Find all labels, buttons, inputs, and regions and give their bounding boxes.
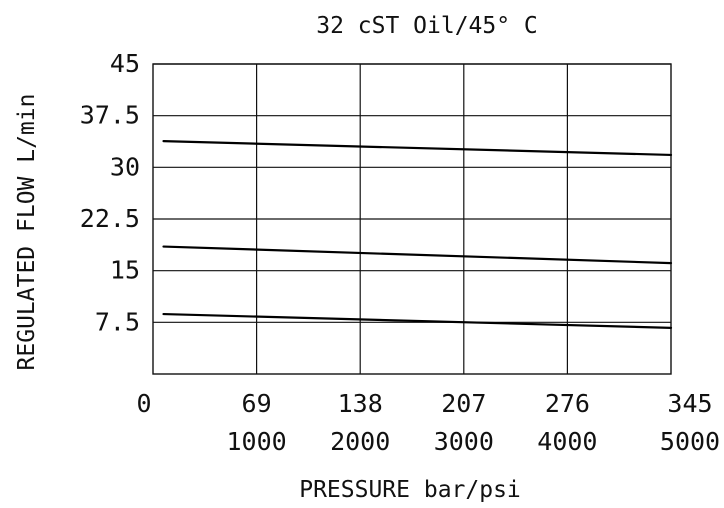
plot-frame — [152, 63, 672, 375]
x-tick-psi-label-3: 2000 — [330, 427, 390, 456]
y-tick-label-5: 37.5 — [80, 101, 140, 130]
y-axis-ticks: 7.5 15 22.5 30 37.5 45 — [80, 49, 140, 336]
y-axis-label: REGULATED FLOW L/min — [14, 94, 40, 371]
x-tick-bar-label-2: 69 — [242, 389, 272, 418]
y-tick-label-4: 30 — [110, 152, 140, 181]
x-tick-psi-label-5: 4000 — [537, 427, 597, 456]
y-tick-label-1: 7.5 — [95, 307, 140, 336]
y-tick-label-6: 45 — [110, 49, 140, 78]
y-tick-label-3: 22.5 — [80, 204, 140, 233]
flow-curves — [162, 140, 673, 329]
chart-title: 32 cST Oil/45° C — [316, 13, 538, 39]
x-tick-bar-label-5: 276 — [545, 389, 590, 418]
x-tick-bar-label-6: 345 — [667, 389, 712, 418]
flow-curve-2 — [162, 245, 673, 265]
x-tick-bar-label-1: 0 — [136, 389, 151, 418]
flow-curve-1 — [162, 140, 673, 157]
flow-curve-3 — [162, 312, 673, 329]
x-tick-bar-label-3: 138 — [338, 389, 383, 418]
chart-grid — [153, 63, 671, 374]
x-axis-ticks: 0 69 1000 138 2000 207 3000 276 4000 345 5000 — [136, 389, 720, 456]
x-tick-psi-label-4: 3000 — [434, 427, 494, 456]
x-tick-bar-label-4: 207 — [441, 389, 486, 418]
y-tick-label-2: 15 — [110, 256, 140, 285]
x-tick-psi-label-2: 1000 — [226, 427, 286, 456]
x-tick-psi-label-6: 5000 — [660, 427, 720, 456]
x-axis-label: PRESSURE bar/psi — [299, 477, 521, 503]
